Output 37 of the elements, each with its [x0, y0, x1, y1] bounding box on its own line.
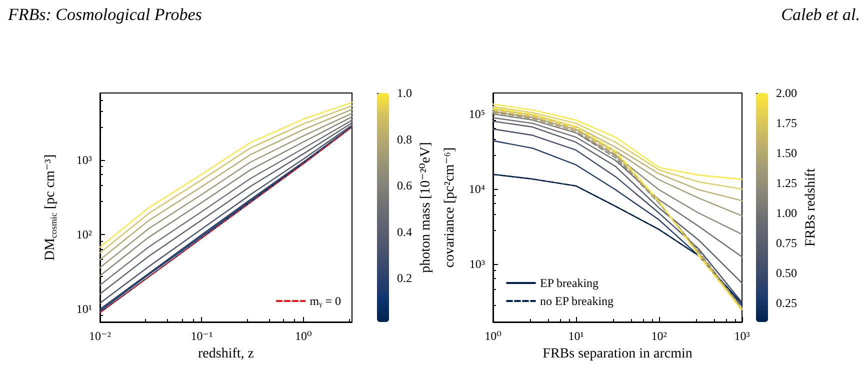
color-bar-label: 0.75: [776, 236, 797, 250]
text: Caleb et al.: [781, 5, 860, 24]
x-tick-label: 10¹: [568, 329, 584, 343]
y-axis-title: covariance [pc²cm⁻⁶]: [442, 147, 458, 268]
color-bar-label: 1.50: [776, 146, 797, 160]
y-axis-title: DMcosmic [pc cm⁻³]: [43, 154, 58, 261]
text: FRBs: Cosmological Probes: [7, 5, 202, 24]
color-bar-label: 1.25: [776, 176, 797, 190]
y-tick-label: 10²: [76, 228, 92, 242]
color-bar-label: 1.75: [776, 116, 797, 130]
color-bar-label: 2.00: [776, 86, 797, 100]
x-tick-label: 10⁰: [295, 329, 312, 343]
color-bar-label: 1.00: [776, 206, 797, 220]
legend-label: EP breaking: [540, 276, 599, 290]
color-bar-title: photon mass [10⁻²⁰eV]: [418, 142, 434, 273]
x-axis-title: redshift, z: [198, 346, 254, 362]
y-tick-label: 10⁴: [468, 182, 485, 196]
color-bar-label: 0.4: [397, 224, 412, 239]
color-bar-label: 0.25: [776, 296, 797, 310]
color-bar-label: 0.8: [397, 132, 412, 146]
x-tick-label: 10⁻¹: [190, 329, 214, 343]
x-tick-label: 10⁰: [484, 329, 502, 343]
color-bar-title: FRBs redshift: [804, 168, 818, 247]
legend-label: no EP breaking: [540, 294, 614, 308]
y-tick-label: 10³: [76, 153, 92, 168]
y-tick-label: 10¹: [76, 302, 92, 316]
x-tick-label: 10²: [651, 329, 668, 343]
x-tick-label: 10³: [734, 329, 750, 343]
color-bar-label: 0.2: [397, 271, 412, 286]
legend-label: mᵧ = 0: [310, 294, 342, 308]
x-axis-title: FRBs separation in arcmin: [542, 346, 692, 362]
color-bar-label: 0.50: [776, 266, 797, 280]
x-tick-label: 10⁻²: [89, 329, 112, 343]
y-tick-label: 10⁵: [468, 106, 485, 121]
y-tick-label: 10³: [469, 257, 486, 272]
color-bar-label: 0.6: [397, 178, 412, 193]
color-bar-label: 1.0: [397, 86, 412, 100]
